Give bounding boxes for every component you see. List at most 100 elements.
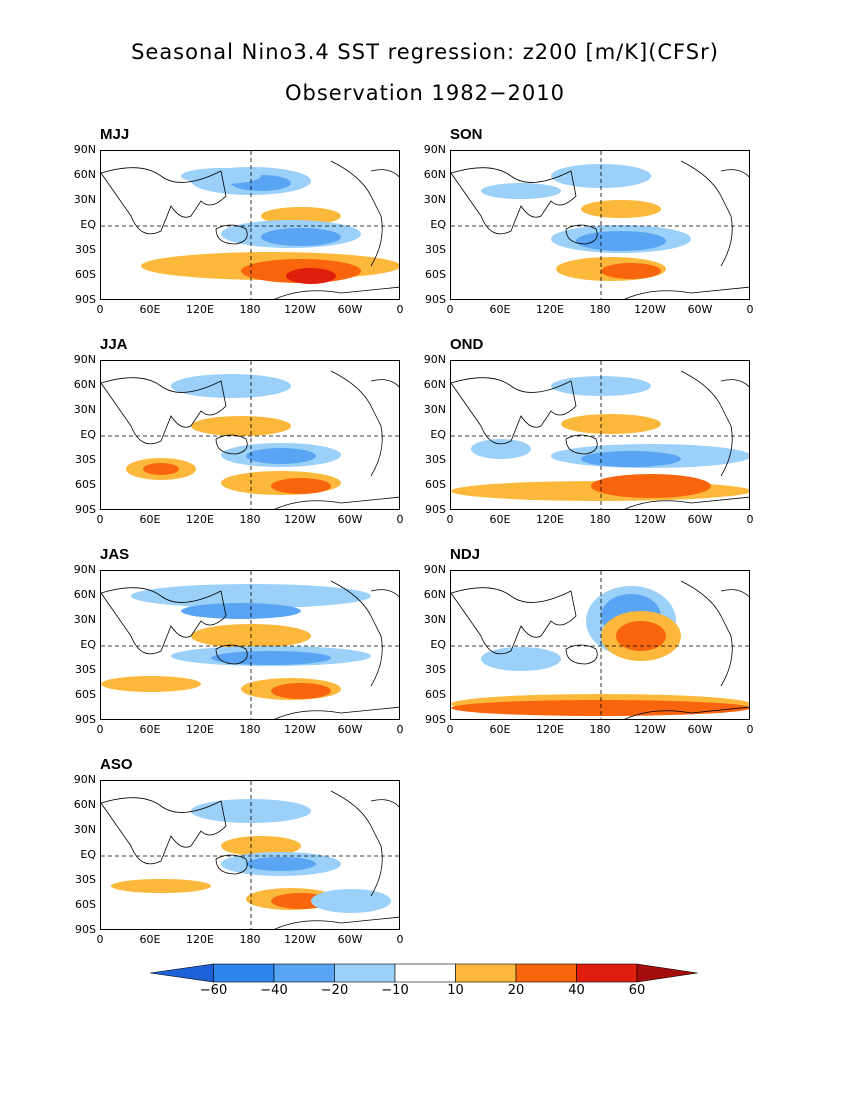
coastline bbox=[101, 160, 399, 299]
lon-tick: 0 bbox=[396, 933, 404, 946]
lon-tick: 60E bbox=[489, 303, 511, 316]
lat-tick: 90S bbox=[75, 713, 96, 726]
lat-tick: 60S bbox=[75, 478, 96, 491]
lon-tick: 60W bbox=[687, 303, 713, 316]
figure-subtitle: Observation 1982−2010 bbox=[284, 81, 566, 105]
lon-tick: 60E bbox=[489, 513, 511, 526]
colorbar-tick: 10 bbox=[447, 983, 464, 998]
anomaly-contour bbox=[261, 228, 341, 246]
lon-tick: 0 bbox=[746, 513, 754, 526]
lon-tick: 60W bbox=[687, 723, 713, 736]
lat-tick: 30S bbox=[75, 663, 96, 676]
anomaly-contour bbox=[286, 268, 336, 284]
colorbar-tick: −60 bbox=[199, 983, 228, 998]
colorbar-tick: −40 bbox=[260, 983, 288, 998]
map-panel-son bbox=[450, 150, 750, 300]
lat-tick: 90N bbox=[423, 353, 446, 366]
lat-tick: 30N bbox=[73, 613, 96, 626]
map-field bbox=[451, 361, 749, 509]
lon-tick: 60W bbox=[337, 723, 363, 736]
colorbar-tick: 40 bbox=[568, 983, 585, 998]
lat-tick: 60N bbox=[423, 588, 446, 601]
colorbar-tick: 20 bbox=[507, 983, 525, 998]
lat-tick: EQ bbox=[80, 428, 96, 441]
lat-tick: EQ bbox=[80, 638, 96, 651]
lat-tick: 30S bbox=[425, 453, 446, 466]
anomaly-contour bbox=[246, 448, 316, 464]
lat-tick: EQ bbox=[430, 428, 446, 441]
lon-tick: 0 bbox=[96, 303, 104, 316]
lon-tick: 60E bbox=[139, 723, 161, 736]
anomaly-contour bbox=[481, 647, 561, 671]
lat-tick: 30S bbox=[75, 873, 96, 886]
anomaly-contour bbox=[246, 857, 316, 871]
anomaly-contour bbox=[581, 200, 661, 218]
anomaly-contour bbox=[271, 683, 331, 699]
colorbar-tick: 60 bbox=[628, 983, 646, 998]
panel-label-jja: JJA bbox=[100, 336, 128, 353]
lat-tick: 90S bbox=[75, 503, 96, 516]
colorbar-segment bbox=[273, 963, 335, 983]
lat-tick: 60S bbox=[425, 688, 446, 701]
lon-tick: 0 bbox=[96, 513, 104, 526]
lat-tick: 30S bbox=[75, 243, 96, 256]
colorbar-tick: −20 bbox=[320, 983, 349, 998]
lat-tick: 90N bbox=[73, 143, 96, 156]
lon-tick: 0 bbox=[396, 723, 404, 736]
anomaly-contour bbox=[143, 463, 179, 475]
colorbar-segment bbox=[515, 963, 577, 983]
anomaly-contour bbox=[211, 651, 331, 665]
lon-tick: 120E bbox=[186, 933, 214, 946]
coastline bbox=[451, 370, 749, 509]
lon-tick: 180 bbox=[239, 513, 261, 526]
lon-tick: 120W bbox=[284, 513, 316, 526]
lon-tick: 60W bbox=[687, 513, 713, 526]
coastline bbox=[101, 370, 399, 509]
lat-tick: EQ bbox=[430, 638, 446, 651]
map-field bbox=[101, 151, 399, 299]
lon-tick: 0 bbox=[746, 723, 754, 736]
lon-tick: 120W bbox=[284, 303, 316, 316]
coastline bbox=[101, 790, 399, 929]
lon-tick: 0 bbox=[746, 303, 754, 316]
map-panel-ond bbox=[450, 360, 750, 510]
panel-label-son: SON bbox=[450, 126, 483, 143]
lon-tick: 0 bbox=[396, 513, 404, 526]
lon-tick: 0 bbox=[96, 723, 104, 736]
lat-tick: 90N bbox=[73, 353, 96, 366]
lat-tick: 90S bbox=[75, 923, 96, 936]
anomaly-contour bbox=[221, 836, 301, 856]
lat-tick: 90S bbox=[425, 503, 446, 516]
anomaly-contour bbox=[591, 474, 711, 498]
map-field bbox=[451, 571, 749, 719]
map-field bbox=[101, 781, 399, 929]
coastline bbox=[451, 580, 749, 719]
anomaly-contour bbox=[311, 889, 391, 913]
lon-tick: 60W bbox=[337, 513, 363, 526]
lat-tick: 30N bbox=[423, 403, 446, 416]
lon-tick: 60E bbox=[139, 513, 161, 526]
lat-tick: 60N bbox=[73, 168, 96, 181]
map-field bbox=[101, 361, 399, 509]
lon-tick: 60W bbox=[337, 933, 363, 946]
panel-label-jas: JAS bbox=[100, 546, 130, 563]
anomaly-contour bbox=[576, 231, 666, 251]
lon-tick: 120W bbox=[284, 933, 316, 946]
anomaly-contour bbox=[481, 183, 561, 199]
lon-tick: 120W bbox=[284, 723, 316, 736]
lat-tick: 30N bbox=[423, 613, 446, 626]
anomaly-contour bbox=[181, 168, 261, 184]
figure-title: Seasonal Nino3.4 SST regression: z200 [m… bbox=[131, 40, 719, 64]
map-panel-aso bbox=[100, 780, 400, 930]
lon-tick: 60E bbox=[489, 723, 511, 736]
lon-tick: 180 bbox=[239, 303, 261, 316]
lat-tick: 60S bbox=[75, 898, 96, 911]
anomaly-contour bbox=[561, 414, 661, 434]
anomaly-contour bbox=[271, 478, 331, 494]
anomaly-contour bbox=[111, 879, 211, 893]
lat-tick: 30N bbox=[73, 193, 96, 206]
coastline bbox=[101, 580, 399, 719]
lon-tick: 180 bbox=[589, 723, 611, 736]
lon-tick: 0 bbox=[446, 303, 454, 316]
colorbar bbox=[150, 963, 698, 983]
